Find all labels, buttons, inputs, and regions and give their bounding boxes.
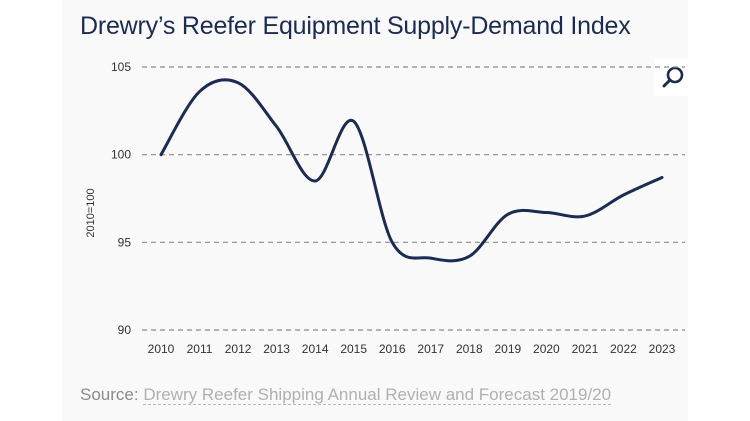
chart-panel	[62, 0, 688, 421]
y-tick-label: 90	[118, 323, 132, 337]
x-tick-label: 2011	[187, 342, 213, 356]
x-tick-label: 2016	[379, 342, 406, 356]
x-tick-label: 2020	[533, 342, 560, 356]
y-tick-label: 100	[111, 148, 131, 162]
chart-title: Drewry’s Reefer Equipment Supply-Demand …	[80, 12, 631, 40]
x-tick-label: 2010	[148, 342, 175, 356]
y-axis-label-wrap: 2010=100	[79, 188, 103, 237]
y-tick-label: 105	[111, 60, 131, 74]
x-tick-label: 2017	[417, 342, 444, 356]
y-axis-label: 2010=100	[85, 188, 97, 238]
x-tick-labels: 2010 2011 2012 2013 2014 2015 2016 2017 2018 2019…	[148, 342, 676, 356]
source-prefix: Source:	[80, 385, 139, 404]
search-icon	[662, 66, 684, 88]
series-line	[159, 78, 664, 263]
x-tick-label: 2014	[302, 342, 329, 356]
source-line: Source: Drewry Reefer Shipping Annual Re…	[80, 385, 612, 405]
x-tick-label: 2019	[494, 342, 521, 356]
x-tick-label: 2012	[225, 342, 252, 356]
x-tick-label: 2013	[263, 342, 290, 356]
y-tick-label: 95	[118, 235, 132, 249]
y-tick-labels: 90 95 100 105	[111, 60, 131, 337]
source-link[interactable]: Drewry Reefer Shipping Annual Review and…	[143, 385, 612, 405]
grid-lines	[142, 66, 685, 331]
x-tick-label: 2021	[572, 342, 599, 356]
x-tick-label: 2022	[610, 342, 637, 356]
x-tick-label: 2023	[649, 342, 676, 356]
zoom-button[interactable]	[654, 58, 692, 96]
x-tick-label: 2018	[456, 342, 483, 356]
x-tick-label: 2015	[340, 342, 367, 356]
